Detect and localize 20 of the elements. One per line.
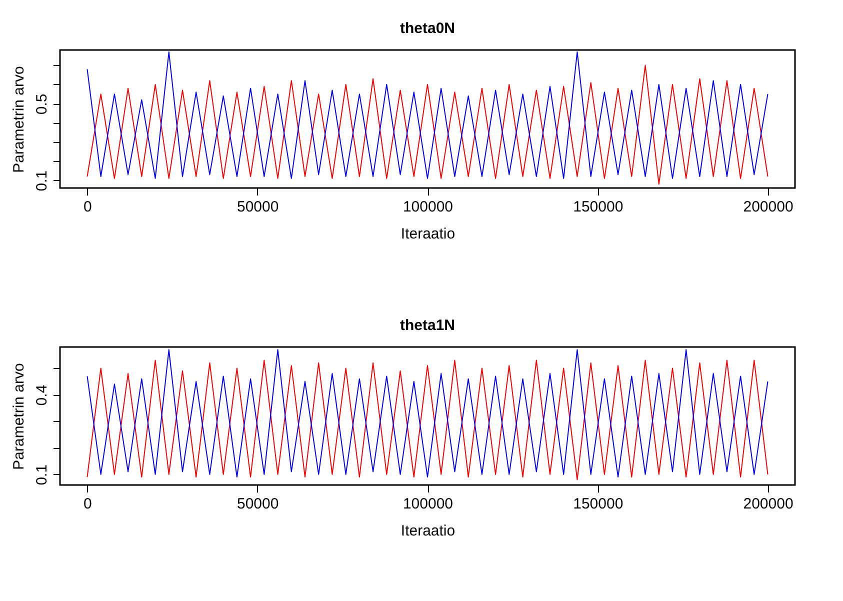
x-tick-label: 150000 xyxy=(573,496,624,512)
x-tick-label: 200000 xyxy=(743,496,794,512)
chart-title: theta1N xyxy=(400,317,456,334)
x-tick-label: 0 xyxy=(84,496,92,512)
x-tick-label: 50000 xyxy=(237,496,279,512)
x-tick-label: 100000 xyxy=(402,198,454,216)
y-tick-label: 0.1 xyxy=(34,170,50,192)
y-axis-title: Parametrin arvo xyxy=(10,363,28,470)
y-axis-title: Parametrin arvo xyxy=(10,66,28,173)
x-tick-label: 50000 xyxy=(237,198,279,216)
y-tick-label: 0.5 xyxy=(34,94,50,115)
x-tick-label: 100000 xyxy=(402,496,454,512)
x-tick-label: 200000 xyxy=(743,198,794,216)
x-axis-title: Iteraatio xyxy=(400,226,456,242)
x-tick-label: 0 xyxy=(84,198,92,216)
x-axis-title: Iteraatio xyxy=(400,522,456,540)
y-tick-label: 0.4 xyxy=(34,384,50,406)
chart-title: theta0N xyxy=(400,20,456,37)
y-tick-label: 0.1 xyxy=(34,464,50,486)
x-tick-label: 150000 xyxy=(573,198,624,216)
